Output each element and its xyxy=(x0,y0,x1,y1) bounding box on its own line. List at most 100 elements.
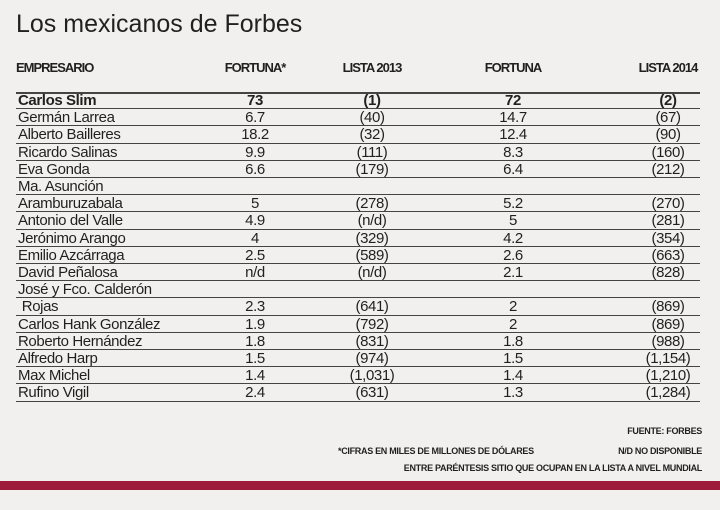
value-cell: (354) xyxy=(651,229,685,247)
value-cell: 2.6 xyxy=(503,246,523,264)
value-cell: (828) xyxy=(651,264,685,281)
value-cell: 1.8 xyxy=(503,332,523,350)
value-cell: 5 xyxy=(509,212,517,230)
value-cell: (869) xyxy=(651,298,685,316)
value-cell: 1.9 xyxy=(245,315,265,333)
row-rule xyxy=(16,331,700,333)
name-cell: Jerónimo Arango xyxy=(18,229,126,247)
value-cell: 8.3 xyxy=(503,143,523,161)
name-cell: Carlos Hank González xyxy=(18,315,161,333)
value-cell: 6.6 xyxy=(245,160,265,178)
name-cell: Roberto Hernández xyxy=(18,332,143,350)
value-cell: 1.3 xyxy=(503,384,523,402)
value-cell: (329) xyxy=(355,229,389,247)
value-cell: 73 xyxy=(247,92,263,109)
value-cell: 1.8 xyxy=(245,332,265,350)
value-cell: (67) xyxy=(655,109,681,127)
value-cell: 1.4 xyxy=(245,367,265,385)
value-cell: 1.5 xyxy=(503,350,523,367)
value-cell: (212) xyxy=(651,160,685,178)
value-cell: 18.2 xyxy=(241,126,269,144)
footer-bar xyxy=(0,481,720,490)
name-cell: Emilio Azcárraga xyxy=(18,246,125,264)
value-cell: 2.5 xyxy=(245,246,265,264)
name-cell: Alberto Bailleres xyxy=(18,126,121,144)
header-rule xyxy=(16,92,700,94)
value-cell: 14.7 xyxy=(499,109,527,127)
column-header: FORTUNA* xyxy=(224,60,287,75)
name-cell: Germán Larrea xyxy=(18,109,115,127)
row-rule xyxy=(16,383,700,385)
value-cell: 4.2 xyxy=(503,229,523,247)
value-cell: 4.9 xyxy=(245,212,265,230)
value-cell: 5.2 xyxy=(503,195,523,213)
value-cell: (n/d) xyxy=(357,264,387,281)
value-cell: (663) xyxy=(651,246,685,264)
value-cell: (869) xyxy=(651,315,685,333)
row-rule xyxy=(16,400,700,402)
name-cell: Ricardo Salinas xyxy=(18,143,118,161)
value-cell: 2 xyxy=(509,298,517,316)
name-cell: José y Fco. Calderón xyxy=(18,281,152,299)
row-rule xyxy=(16,211,700,213)
value-cell: 2.1 xyxy=(503,264,523,281)
value-cell: (179) xyxy=(355,160,389,178)
row-rule xyxy=(16,245,700,247)
name-cell: Rojas xyxy=(18,298,59,316)
column-header: FORTUNA xyxy=(484,60,543,75)
value-cell: (988) xyxy=(651,332,685,350)
value-cell: (792) xyxy=(355,315,389,333)
value-cell: (40) xyxy=(359,109,385,127)
name-cell: Eva Gonda xyxy=(18,160,90,178)
value-cell: (2) xyxy=(659,92,677,109)
row-rule xyxy=(16,177,700,178)
name-cell: Aramburuzabala xyxy=(18,195,123,213)
value-cell: (111) xyxy=(356,143,388,161)
value-cell: (631) xyxy=(355,384,389,402)
row-rule xyxy=(16,280,700,282)
name-cell: Carlos Slim xyxy=(18,92,97,109)
value-cell: (32) xyxy=(359,126,385,144)
name-cell: Rufino Vigil xyxy=(18,384,89,402)
value-cell: (160) xyxy=(651,143,685,161)
parentheses-note: ENTRE PARÉNTESIS SITIO QUE OCUPAN EN LA … xyxy=(403,463,703,473)
value-cell: 2 xyxy=(509,315,517,333)
name-cell: Antonio del Valle xyxy=(18,212,123,230)
value-cell: (90) xyxy=(655,126,681,144)
source-note: FUENTE: FORBES xyxy=(627,426,702,436)
value-cell: 1.4 xyxy=(503,367,523,385)
value-cell: (1) xyxy=(363,92,381,109)
value-cell: (281) xyxy=(651,212,685,230)
row-rule xyxy=(16,366,700,368)
row-rule xyxy=(16,349,700,350)
value-cell: (974) xyxy=(355,350,389,367)
column-header: LISTA 2013 xyxy=(342,60,403,75)
name-cell: Ma. Asunción xyxy=(18,178,104,195)
value-cell: 2.3 xyxy=(245,298,265,316)
value-cell: (278) xyxy=(355,195,389,213)
value-cell: 12.4 xyxy=(499,126,527,144)
value-cell: (831) xyxy=(355,332,389,350)
value-cell: 72 xyxy=(505,92,521,109)
value-cell: 2.4 xyxy=(245,384,265,402)
value-cell: (1,210) xyxy=(645,367,691,385)
value-cell: n/d xyxy=(245,264,265,281)
value-cell: (n/d) xyxy=(357,212,387,230)
row-rule xyxy=(16,125,700,127)
column-header: LISTA 2014 xyxy=(638,60,699,75)
value-cell: 4 xyxy=(251,229,259,247)
nd-note: N/D NO DISPONIBLE xyxy=(618,446,702,456)
value-cell: 6.7 xyxy=(245,109,265,127)
row-rule xyxy=(16,108,700,110)
row-rule xyxy=(16,159,700,161)
row-rule xyxy=(16,228,700,230)
value-cell: (589) xyxy=(355,246,389,264)
figures-note: *CIFRAS EN MILES DE MILLONES DE DÓLARES xyxy=(338,446,534,456)
row-rule xyxy=(16,194,700,196)
row-rule xyxy=(16,314,700,316)
row-rule xyxy=(16,142,700,144)
value-cell: 6.4 xyxy=(503,160,523,178)
value-cell: (1,031) xyxy=(349,367,395,385)
value-cell: (641) xyxy=(355,298,389,316)
